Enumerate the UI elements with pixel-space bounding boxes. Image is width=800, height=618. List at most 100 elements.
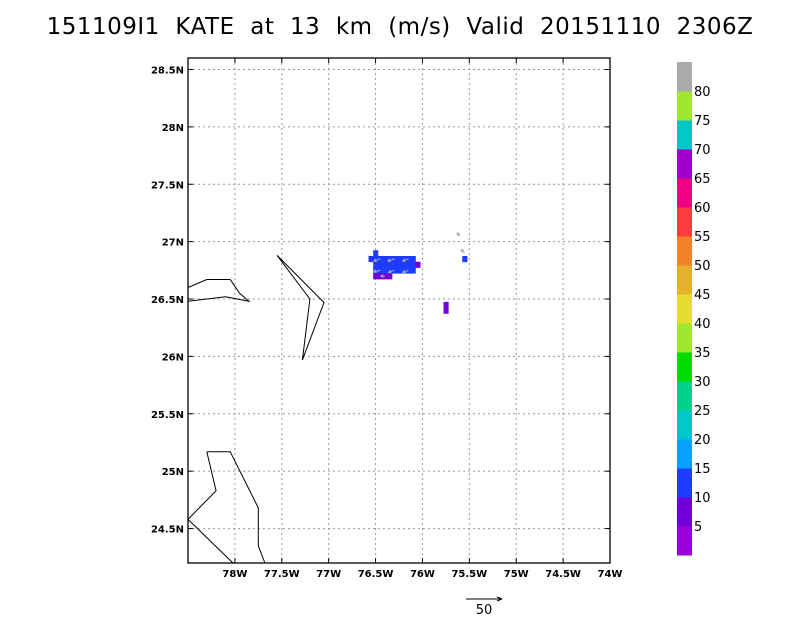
colorbar-swatch <box>677 439 692 469</box>
wind-vector <box>387 269 395 274</box>
lon-tick-label: 75W <box>504 569 529 580</box>
coastline <box>206 451 266 564</box>
colorbar-swatch <box>677 178 692 208</box>
colorbar-swatch <box>677 497 692 527</box>
reference-vector-label: 50 <box>476 603 493 618</box>
wind-cell <box>382 261 388 268</box>
wind-cell <box>406 267 412 274</box>
colorbar-label: 70 <box>694 143 711 158</box>
longitude-labels: 78W 77.5W 77W 76.5W 76W 75.5W 75W 74.5W 74W <box>222 569 622 580</box>
lon-tick-label: 78W <box>222 569 247 580</box>
colorbar-swatch <box>677 294 692 324</box>
coastline <box>187 451 234 564</box>
wind-cell <box>373 261 379 268</box>
wind-cell <box>373 250 379 257</box>
wind-cell <box>373 273 379 280</box>
colorbar-label: 15 <box>694 462 711 477</box>
colorbar-label: 35 <box>694 346 711 361</box>
map-frame <box>187 57 611 564</box>
colorbar-label: 80 <box>694 85 711 100</box>
lon-tick-label: 75.5W <box>451 569 487 580</box>
colorbar-swatch <box>677 120 692 150</box>
colorbar-label: 5 <box>694 520 702 535</box>
lat-tick-label: 26N <box>162 352 184 363</box>
wind-cell <box>368 255 374 263</box>
colorbar-swatch <box>677 236 692 266</box>
wind-cell <box>382 255 388 263</box>
wind-cell <box>387 261 393 268</box>
latitude-labels: 24.5N 25N 25.5N 26N 26.5N 27N 27.5N 28N 28.5N <box>151 65 184 535</box>
lon-tick-label: 77.5W <box>264 569 300 580</box>
lat-tick-label: 27N <box>162 238 184 249</box>
colorbar-label: 75 <box>694 114 711 129</box>
colorbar-label: 55 <box>694 230 711 245</box>
wind-cell <box>377 261 383 268</box>
lon-tick-label: 74.5W <box>545 569 581 580</box>
wind-cell <box>391 261 398 268</box>
coastline <box>276 255 325 361</box>
lon-tick-label: 77W <box>316 569 341 580</box>
lat-tick-label: 28.5N <box>151 65 184 76</box>
map-background <box>188 58 610 563</box>
wind-cell <box>382 267 388 274</box>
wind-cell <box>377 255 383 263</box>
wind-cell <box>415 261 421 268</box>
colorbar-swatch <box>677 526 692 556</box>
colorbar-swatch <box>677 265 692 295</box>
colorbar-label: 20 <box>694 433 711 448</box>
lat-tick-label: 26.5N <box>151 295 184 306</box>
colorbar-label: 30 <box>694 375 711 390</box>
reference-arrow-head <box>496 596 503 602</box>
wind-cell <box>391 255 398 263</box>
colorbar-swatch <box>677 323 692 353</box>
lat-tick-label: 24.5N <box>151 525 184 536</box>
wind-vector <box>401 269 409 274</box>
wind-cell <box>410 267 416 274</box>
colorbar-label: 45 <box>694 288 711 303</box>
colorbar-label: 40 <box>694 317 711 332</box>
wind-cell <box>396 255 402 263</box>
wind-vector <box>460 248 465 254</box>
lat-tick-label: 28N <box>162 123 184 134</box>
wind-cell <box>410 261 416 268</box>
wind-cell <box>443 307 449 314</box>
wind-cell <box>406 255 412 263</box>
colorbar-swatch <box>677 207 692 237</box>
colorbar-swatch <box>677 149 692 179</box>
wind-cell <box>387 273 393 280</box>
colorbar-swatch <box>677 468 692 498</box>
wind-cell <box>396 267 402 274</box>
wind-vector <box>456 232 461 237</box>
coastline <box>187 279 251 303</box>
wind-vector <box>401 258 409 262</box>
lon-tick-label: 76W <box>410 569 435 580</box>
coastlines <box>187 255 325 564</box>
wind-cell <box>382 273 388 280</box>
wind-vector <box>372 258 381 263</box>
lon-tick-label: 74W <box>598 569 623 580</box>
map-plot-area: 24.5N 25N 25.5N 26N 26.5N 27N 27.5N 28N 28.5N 78… <box>151 57 622 580</box>
colorbar-label: 25 <box>694 404 711 419</box>
colorbar-label: 60 <box>694 201 711 216</box>
wind-cell <box>443 301 449 309</box>
colorbar-label: 10 <box>694 491 711 506</box>
colorbar-swatch <box>677 62 692 92</box>
wind-cell <box>377 267 383 274</box>
wind-cell <box>396 261 402 268</box>
axis-ticks <box>188 58 611 563</box>
reference-vector: 50 <box>466 596 503 618</box>
lon-tick-label: 76.5W <box>358 569 394 580</box>
colorbar: 5 10 15 20 25 30 35 40 45 50 55 60 65 70 75 80 <box>677 62 711 556</box>
wind-cell <box>391 267 398 274</box>
colorbar-label: 65 <box>694 172 711 187</box>
wind-vector <box>372 269 381 274</box>
colorbar-swatch <box>677 410 692 440</box>
lat-tick-label: 25N <box>162 467 184 478</box>
lat-tick-label: 25.5N <box>151 410 184 421</box>
colorbar-swatch <box>677 381 692 411</box>
wind-cell <box>406 261 412 268</box>
colorbar-swatch <box>677 352 692 382</box>
wind-vector <box>386 258 395 263</box>
colorbar-swatch <box>677 91 692 121</box>
